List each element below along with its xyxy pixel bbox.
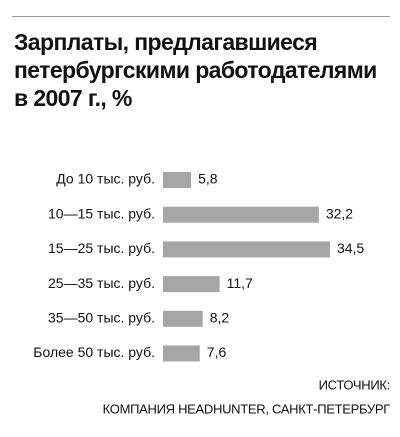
- category-label: 35—50 тыс. руб.: [48, 310, 155, 326]
- category-label: 25—35 тыс. руб.: [48, 275, 155, 291]
- source-label: ИСТОЧНИК:: [319, 377, 390, 392]
- bar: [163, 172, 192, 188]
- value-label: 5,8: [198, 171, 218, 187]
- value-label: 7,6: [207, 344, 227, 360]
- value-label: 32,2: [326, 205, 353, 221]
- category-label: 10—15 тыс. руб.: [48, 205, 155, 221]
- category-label: 15—25 тыс. руб.: [48, 240, 155, 256]
- value-label: 11,7: [227, 275, 253, 291]
- source-text: КОМПАНИЯ HEADHUNTER, САНКТ-ПЕТЕРБУРГ: [103, 401, 391, 416]
- category-label: До 10 тыс. руб.: [56, 171, 155, 187]
- value-label: 34,5: [337, 240, 364, 256]
- bar: [163, 241, 330, 258]
- bar: [163, 345, 200, 362]
- top-rule: [12, 16, 390, 17]
- chart-title: Зарплаты, предлагавшиеся петербургскими …: [14, 29, 377, 111]
- bar: [163, 276, 220, 293]
- category-label: Более 50 тыс. руб.: [33, 344, 155, 360]
- bar: [163, 310, 203, 327]
- value-label: 8,2: [210, 310, 230, 326]
- bar: [163, 206, 319, 223]
